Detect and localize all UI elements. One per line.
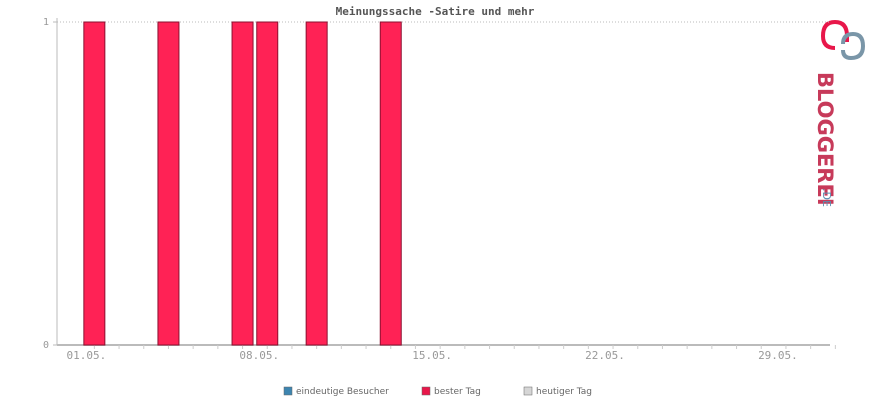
legend-swatch <box>523 386 533 396</box>
legend-swatch <box>421 386 431 396</box>
y-tick-label: 1 <box>43 17 49 28</box>
x-tick-label: 15.05. <box>412 349 452 362</box>
x-tick-label: 22.05. <box>585 349 625 362</box>
legend-label: bester Tag <box>434 387 481 397</box>
logo-text: BLOGGEREI <box>813 72 837 206</box>
chart-title: Meinungssache -Satire und mehr <box>336 5 535 18</box>
y-tick-label: 0 <box>43 340 49 351</box>
logo: BLOGGEREI .DE <box>813 19 866 207</box>
legend-swatch <box>283 386 293 396</box>
logo-icon <box>820 19 849 50</box>
bar <box>379 21 402 346</box>
bar <box>83 21 106 346</box>
legend-label: eindeutige Besucher <box>296 387 389 397</box>
x-tick-label: 08.05. <box>239 349 279 362</box>
bar <box>256 21 279 346</box>
bar <box>157 21 180 346</box>
x-tick-label: 01.05. <box>66 349 106 362</box>
bar <box>305 21 328 346</box>
x-tick-label: 29.05. <box>758 349 798 362</box>
logo-icon <box>841 31 866 61</box>
legend-label: heutiger Tag <box>536 387 592 397</box>
bar <box>231 21 254 346</box>
logo-suffix: .DE <box>820 188 833 207</box>
